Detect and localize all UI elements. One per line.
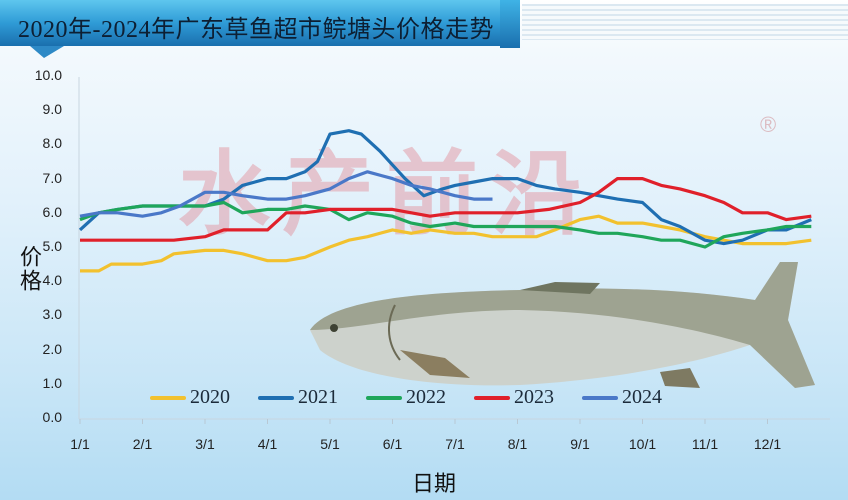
y-tick-label: 5.0 bbox=[42, 238, 62, 254]
x-tick-label: 2/1 bbox=[132, 436, 153, 452]
title-banner-tail bbox=[30, 46, 64, 58]
y-tick-label: 7.0 bbox=[42, 169, 62, 186]
legend-swatch bbox=[258, 395, 294, 400]
y-axis-title: 价格 bbox=[16, 245, 41, 293]
legend-swatch bbox=[150, 395, 186, 400]
legend-item-2022: 2022 bbox=[366, 386, 446, 409]
x-tick-marks bbox=[79, 419, 768, 424]
y-tick-label: 1.0 bbox=[42, 374, 62, 391]
legend-item-2021: 2021 bbox=[258, 386, 338, 409]
x-axis-title: 日期 bbox=[412, 472, 457, 497]
y-tick-label: 8.0 bbox=[42, 135, 62, 152]
series-line-2021 bbox=[78, 129, 812, 246]
series-line-2023 bbox=[80, 177, 812, 242]
legend-swatch bbox=[366, 395, 402, 400]
chart-title: 2020年-2024年广东草鱼超市鲩塘头价格走势 bbox=[18, 17, 494, 43]
legend-swatch bbox=[582, 395, 618, 400]
x-tick-label: 7/1 bbox=[445, 436, 465, 452]
x-tick-label: 8/1 bbox=[507, 436, 528, 452]
y-tick-label: 4.0 bbox=[42, 272, 62, 289]
y-tick-label: 10.0 bbox=[34, 67, 62, 83]
y-tick-label: 9.0 bbox=[42, 101, 62, 118]
chart-legend: 2020 2021 2022 2023 2024 bbox=[150, 386, 690, 409]
x-tick-label: 11/1 bbox=[691, 436, 719, 452]
x-tick-label: 3/1 bbox=[195, 436, 215, 452]
x-tick-label: 5/1 bbox=[320, 436, 340, 452]
decorative-stripes bbox=[522, 4, 848, 40]
x-tick-label: 10/1 bbox=[628, 436, 657, 452]
x-tick-label: 4/1 bbox=[257, 436, 278, 452]
x-tick-label: 1/1 bbox=[70, 436, 90, 452]
legend-item-2024: 2024 bbox=[582, 386, 662, 409]
series-line-2020 bbox=[80, 214, 812, 273]
legend-item-2023: 2023 bbox=[474, 386, 554, 409]
x-tick-label: 12/1 bbox=[753, 436, 782, 452]
title-banner: 2020年-2024年广东草鱼超市鲩塘头价格走势 bbox=[0, 0, 520, 58]
y-tick-label: 2.0 bbox=[42, 340, 62, 357]
series-line-2022 bbox=[79, 200, 812, 249]
y-tick-label: 6.0 bbox=[42, 203, 62, 220]
x-tick-label: 9/1 bbox=[570, 436, 590, 452]
x-tick-label: 6/1 bbox=[382, 436, 403, 452]
legend-item-2020: 2020 bbox=[150, 386, 230, 409]
y-tick-label: 0.0 bbox=[42, 409, 62, 425]
legend-swatch bbox=[474, 395, 510, 400]
title-banner-end bbox=[500, 0, 520, 48]
series-lines bbox=[78, 129, 812, 273]
series-line-2024 bbox=[79, 170, 493, 218]
registered-mark: ® bbox=[760, 112, 777, 137]
y-tick-label: 3.0 bbox=[42, 306, 62, 323]
grass-carp-image bbox=[310, 262, 815, 388]
